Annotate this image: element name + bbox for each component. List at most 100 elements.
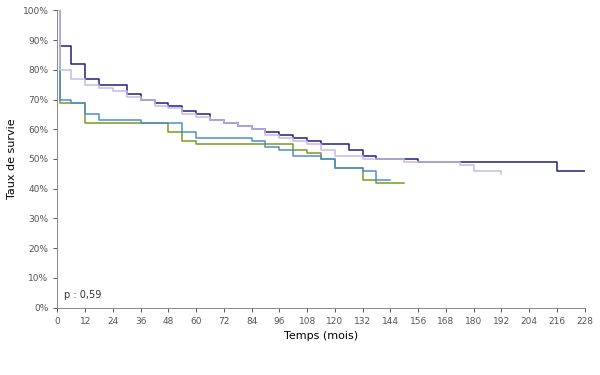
11 - 17 ans [95, 86, 103, 90]
0 - 2 ans [470, 160, 477, 164]
6 - 10 ans [193, 136, 200, 140]
11 - 17 ans [109, 88, 116, 93]
3 - 5 ans [95, 121, 103, 126]
Line: 3 - 5 ans: 3 - 5 ans [58, 10, 404, 183]
11 - 17 ans [359, 157, 366, 161]
3 - 5 ans [193, 142, 200, 146]
0 - 2 ans [290, 136, 297, 140]
11 - 17 ans [151, 103, 158, 108]
0 - 2 ans [151, 100, 158, 105]
X-axis label: Temps (mois): Temps (mois) [284, 331, 358, 341]
0 - 2 ans [220, 121, 227, 126]
0 - 2 ans [248, 127, 255, 132]
3 - 5 ans [304, 151, 311, 155]
6 - 10 ans [262, 145, 269, 149]
0 - 2 ans [56, 44, 64, 48]
11 - 17 ans [442, 160, 449, 164]
Text: p : 0,59: p : 0,59 [64, 290, 102, 300]
11 - 17 ans [401, 160, 408, 164]
11 - 17 ans [262, 133, 269, 138]
11 - 17 ans [470, 169, 477, 173]
3 - 5 ans [373, 180, 380, 185]
3 - 5 ans [317, 157, 325, 161]
0 - 2 ans [539, 160, 547, 164]
0 - 2 ans [401, 157, 408, 161]
6 - 10 ans [56, 97, 64, 102]
0 - 2 ans [54, 8, 61, 13]
6 - 10 ans [109, 118, 116, 123]
6 - 10 ans [373, 177, 380, 182]
11 - 17 ans [317, 148, 325, 152]
6 - 10 ans [54, 8, 61, 13]
11 - 17 ans [387, 157, 394, 161]
3 - 5 ans [290, 148, 297, 152]
6 - 10 ans [165, 121, 172, 126]
0 - 2 ans [82, 76, 89, 81]
3 - 5 ans [82, 121, 89, 126]
6 - 10 ans [179, 130, 186, 135]
0 - 2 ans [331, 142, 338, 146]
3 - 5 ans [54, 8, 61, 13]
0 - 2 ans [387, 157, 394, 161]
0 - 2 ans [68, 62, 75, 66]
3 - 5 ans [248, 142, 255, 146]
6 - 10 ans [95, 118, 103, 123]
0 - 2 ans [373, 157, 380, 161]
6 - 10 ans [304, 154, 311, 158]
11 - 17 ans [456, 163, 463, 167]
Line: 6 - 10 ans: 6 - 10 ans [58, 10, 391, 180]
6 - 10 ans [248, 139, 255, 143]
11 - 17 ans [290, 139, 297, 143]
11 - 17 ans [137, 97, 144, 102]
0 - 2 ans [193, 112, 200, 117]
3 - 5 ans [165, 130, 172, 135]
0 - 2 ans [95, 82, 103, 87]
0 - 2 ans [345, 148, 352, 152]
6 - 10 ans [290, 154, 297, 158]
0 - 2 ans [317, 142, 325, 146]
11 - 17 ans [498, 172, 505, 176]
6 - 10 ans [220, 136, 227, 140]
11 - 17 ans [179, 112, 186, 117]
11 - 17 ans [123, 94, 130, 99]
3 - 5 ans [56, 100, 64, 105]
6 - 10 ans [345, 166, 352, 170]
0 - 2 ans [276, 133, 283, 138]
3 - 5 ans [387, 180, 394, 185]
0 - 2 ans [262, 130, 269, 135]
6 - 10 ans [276, 148, 283, 152]
0 - 2 ans [234, 124, 241, 129]
11 - 17 ans [165, 106, 172, 111]
11 - 17 ans [68, 76, 75, 81]
Line: 0 - 2 ans: 0 - 2 ans [58, 10, 584, 171]
11 - 17 ans [484, 169, 491, 173]
0 - 2 ans [581, 169, 588, 173]
11 - 17 ans [276, 136, 283, 140]
3 - 5 ans [401, 180, 408, 185]
3 - 5 ans [331, 166, 338, 170]
0 - 2 ans [165, 103, 172, 108]
0 - 2 ans [137, 97, 144, 102]
Legend: 0 - 2 ans, 3 - 5 ans, 6 - 10 ans, 11 - 17 ans: 0 - 2 ans, 3 - 5 ans, 6 - 10 ans, 11 - 1… [142, 372, 500, 375]
3 - 5 ans [109, 121, 116, 126]
3 - 5 ans [359, 177, 366, 182]
6 - 10 ans [387, 177, 394, 182]
0 - 2 ans [428, 160, 436, 164]
11 - 17 ans [304, 142, 311, 146]
3 - 5 ans [179, 139, 186, 143]
0 - 2 ans [553, 169, 560, 173]
11 - 17 ans [331, 154, 338, 158]
11 - 17 ans [345, 154, 352, 158]
11 - 17 ans [193, 115, 200, 120]
0 - 2 ans [359, 154, 366, 158]
0 - 2 ans [179, 109, 186, 114]
0 - 2 ans [304, 139, 311, 143]
0 - 2 ans [109, 82, 116, 87]
11 - 17 ans [373, 157, 380, 161]
11 - 17 ans [415, 160, 422, 164]
0 - 2 ans [123, 92, 130, 96]
6 - 10 ans [68, 100, 75, 105]
11 - 17 ans [220, 121, 227, 126]
6 - 10 ans [331, 166, 338, 170]
0 - 2 ans [442, 160, 449, 164]
